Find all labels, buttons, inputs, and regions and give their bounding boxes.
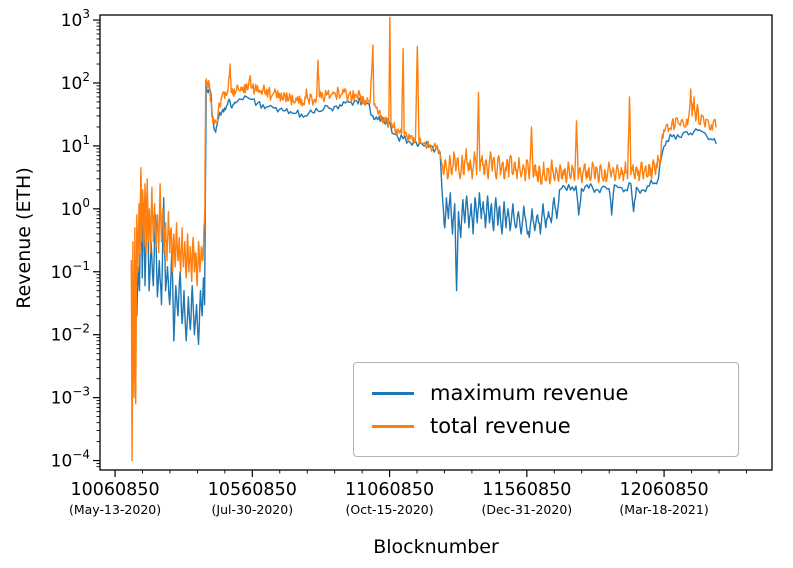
svg-text:(Jul-30-2020): (Jul-30-2020) bbox=[212, 502, 294, 517]
svg-text:11560850: 11560850 bbox=[482, 480, 571, 500]
svg-text:10060850: 10060850 bbox=[71, 480, 160, 500]
legend-swatch bbox=[372, 391, 414, 395]
legend-label: total revenue bbox=[430, 413, 571, 438]
legend: maximum revenue total revenue bbox=[353, 362, 739, 457]
svg-text:100: 100 bbox=[61, 196, 90, 220]
svg-text:10−1: 10−1 bbox=[51, 259, 90, 283]
svg-text:(May-13-2020): (May-13-2020) bbox=[69, 502, 161, 517]
svg-text:(Oct-15-2020): (Oct-15-2020) bbox=[346, 502, 434, 517]
svg-text:102: 102 bbox=[61, 70, 90, 94]
legend-entry-total-revenue: total revenue bbox=[372, 413, 720, 438]
legend-label: maximum revenue bbox=[430, 380, 629, 405]
svg-text:101: 101 bbox=[61, 133, 90, 157]
svg-text:10−4: 10−4 bbox=[51, 448, 90, 472]
svg-text:11060850: 11060850 bbox=[345, 480, 434, 500]
svg-text:12060850: 12060850 bbox=[620, 480, 709, 500]
svg-text:10−3: 10−3 bbox=[51, 385, 90, 409]
svg-text:10−2: 10−2 bbox=[51, 322, 90, 346]
svg-text:10560850: 10560850 bbox=[208, 480, 297, 500]
svg-text:103: 103 bbox=[61, 7, 90, 31]
y-axis-label: Revenue (ETH) bbox=[13, 167, 35, 309]
legend-entry-maximum-revenue: maximum revenue bbox=[372, 380, 720, 405]
svg-text:(Mar-18-2021): (Mar-18-2021) bbox=[619, 502, 708, 517]
svg-text:(Dec-31-2020): (Dec-31-2020) bbox=[481, 502, 572, 517]
x-axis-label: Blocknumber bbox=[373, 536, 499, 558]
legend-swatch bbox=[372, 424, 414, 428]
